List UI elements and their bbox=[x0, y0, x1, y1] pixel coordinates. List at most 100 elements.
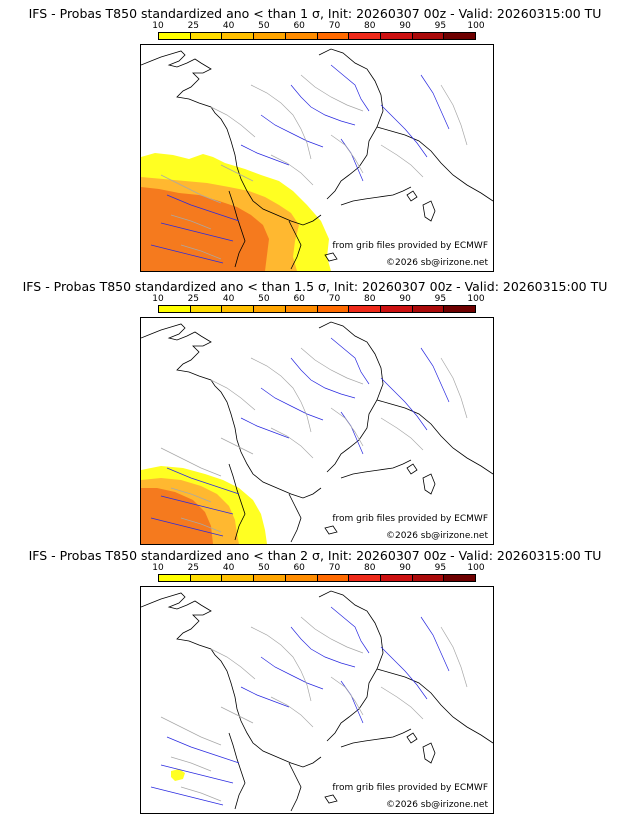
colorbar-swatch bbox=[380, 306, 413, 312]
colorbar-tick: 50 bbox=[258, 294, 270, 304]
colorbar-tick: 10 bbox=[152, 21, 164, 31]
region-borders bbox=[160, 347, 468, 533]
map-lines bbox=[141, 321, 493, 543]
region-borders bbox=[160, 616, 468, 802]
colorbar-swatch bbox=[317, 33, 350, 39]
colorbar-tick: 25 bbox=[187, 294, 200, 304]
credit-copyright: ©2026 sb@irizone.net bbox=[386, 531, 488, 541]
colorbar-tick: 100 bbox=[467, 294, 485, 304]
coastline bbox=[141, 50, 436, 270]
panel-title: IFS - Probas T850 standardized ano < tha… bbox=[28, 548, 602, 563]
colorbar-tick: 100 bbox=[467, 563, 485, 573]
colorbar bbox=[158, 574, 476, 582]
colorbar-swatch bbox=[444, 575, 476, 581]
credit-source: from grib files provided by ECMWF bbox=[332, 241, 488, 251]
river-lines bbox=[150, 606, 450, 806]
map-svg bbox=[141, 48, 493, 271]
colorbar-tick: 90 bbox=[399, 563, 411, 573]
panel-title: IFS - Probas T850 standardized ano < tha… bbox=[22, 279, 608, 294]
colorbar-tick: 60 bbox=[293, 21, 305, 31]
colorbar-swatch bbox=[444, 306, 476, 312]
panel-3: IFS - Probas T850 standardized ano < tha… bbox=[0, 548, 630, 816]
panel-2: IFS - Probas T850 standardized ano < tha… bbox=[0, 279, 630, 547]
colorbar-swatch bbox=[349, 33, 381, 39]
probability-map: from grib files provided by ECMWF ©2026 … bbox=[140, 44, 494, 272]
colorbar-tick: 80 bbox=[364, 563, 376, 573]
colorbar-swatch bbox=[190, 33, 223, 39]
colorbar-swatch bbox=[380, 575, 413, 581]
colorbar-ticks: 10 25 40 50 60 70 80 90 95 100 bbox=[152, 21, 484, 32]
colorbar-tick: 95 bbox=[434, 563, 447, 573]
colorbar-tick: 50 bbox=[258, 563, 270, 573]
colorbar-swatch bbox=[285, 575, 318, 581]
country-border bbox=[318, 321, 493, 475]
colorbar-tick: 95 bbox=[434, 21, 447, 31]
country-border bbox=[318, 590, 493, 744]
colorbar-tick: 90 bbox=[399, 21, 411, 31]
colorbar-tick: 40 bbox=[222, 563, 235, 573]
colorbar-tick: 90 bbox=[399, 294, 411, 304]
credit-source: from grib files provided by ECMWF bbox=[332, 514, 488, 524]
map-svg bbox=[141, 321, 493, 544]
shade-high bbox=[141, 187, 269, 271]
colorbar-swatch bbox=[222, 306, 255, 312]
colorbar-tick: 60 bbox=[293, 563, 305, 573]
colorbar-tick: 25 bbox=[187, 563, 200, 573]
panel-title: IFS - Probas T850 standardized ano < tha… bbox=[28, 6, 602, 21]
colorbar-ticks: 10 25 40 50 60 70 80 90 95 100 bbox=[152, 563, 484, 574]
colorbar-tick: 70 bbox=[328, 21, 341, 31]
map-lines bbox=[141, 48, 493, 270]
colorbar-swatch bbox=[349, 575, 381, 581]
river-lines bbox=[150, 337, 450, 537]
credit-source: from grib files provided by ECMWF bbox=[332, 783, 488, 793]
colorbar-tick: 70 bbox=[328, 294, 341, 304]
colorbar-swatch bbox=[254, 575, 286, 581]
colorbar bbox=[158, 32, 476, 40]
probability-shading bbox=[141, 153, 331, 271]
colorbar-swatch bbox=[285, 33, 318, 39]
colorbar-swatch bbox=[254, 306, 286, 312]
colorbar-tick: 80 bbox=[364, 21, 376, 31]
country-border bbox=[318, 48, 493, 202]
colorbar-tick: 60 bbox=[293, 294, 305, 304]
colorbar-tick: 50 bbox=[258, 21, 270, 31]
colorbar-swatch bbox=[222, 575, 255, 581]
colorbar-swatch bbox=[317, 306, 350, 312]
colorbar-swatch bbox=[159, 306, 191, 312]
colorbar-tick: 10 bbox=[152, 294, 164, 304]
credit-copyright: ©2026 sb@irizone.net bbox=[386, 800, 488, 810]
shade-high bbox=[141, 488, 213, 544]
region-borders bbox=[160, 74, 468, 260]
coastline bbox=[141, 323, 436, 543]
coastline bbox=[141, 592, 436, 812]
colorbar-swatch bbox=[317, 575, 350, 581]
colorbar bbox=[158, 305, 476, 313]
colorbar-tick: 10 bbox=[152, 563, 164, 573]
colorbar-tick: 100 bbox=[467, 21, 485, 31]
probability-map: from grib files provided by ECMWF ©2026 … bbox=[140, 317, 494, 545]
colorbar-ticks: 10 25 40 50 60 70 80 90 95 100 bbox=[152, 294, 484, 305]
colorbar-tick: 95 bbox=[434, 294, 447, 304]
shade-low bbox=[171, 769, 185, 781]
colorbar-swatch bbox=[159, 33, 191, 39]
colorbar-tick: 70 bbox=[328, 563, 341, 573]
colorbar-tick: 80 bbox=[364, 294, 376, 304]
colorbar-tick: 40 bbox=[222, 294, 235, 304]
map-lines bbox=[141, 590, 493, 812]
credit-copyright: ©2026 sb@irizone.net bbox=[386, 258, 488, 268]
colorbar-swatch bbox=[190, 575, 223, 581]
colorbar-swatch bbox=[412, 575, 445, 581]
colorbar-swatch bbox=[159, 575, 191, 581]
map-svg bbox=[141, 590, 493, 812]
colorbar-swatch bbox=[380, 33, 413, 39]
colorbar-swatch bbox=[190, 306, 223, 312]
probability-map: from grib files provided by ECMWF ©2026 … bbox=[140, 586, 494, 814]
colorbar-swatch bbox=[444, 33, 476, 39]
colorbar-swatch bbox=[254, 33, 286, 39]
probability-shading bbox=[171, 769, 185, 781]
colorbar-swatch bbox=[412, 33, 445, 39]
colorbar-tick: 25 bbox=[187, 21, 200, 31]
river-lines bbox=[150, 64, 450, 264]
colorbar-tick: 40 bbox=[222, 21, 235, 31]
colorbar-swatch bbox=[222, 33, 255, 39]
